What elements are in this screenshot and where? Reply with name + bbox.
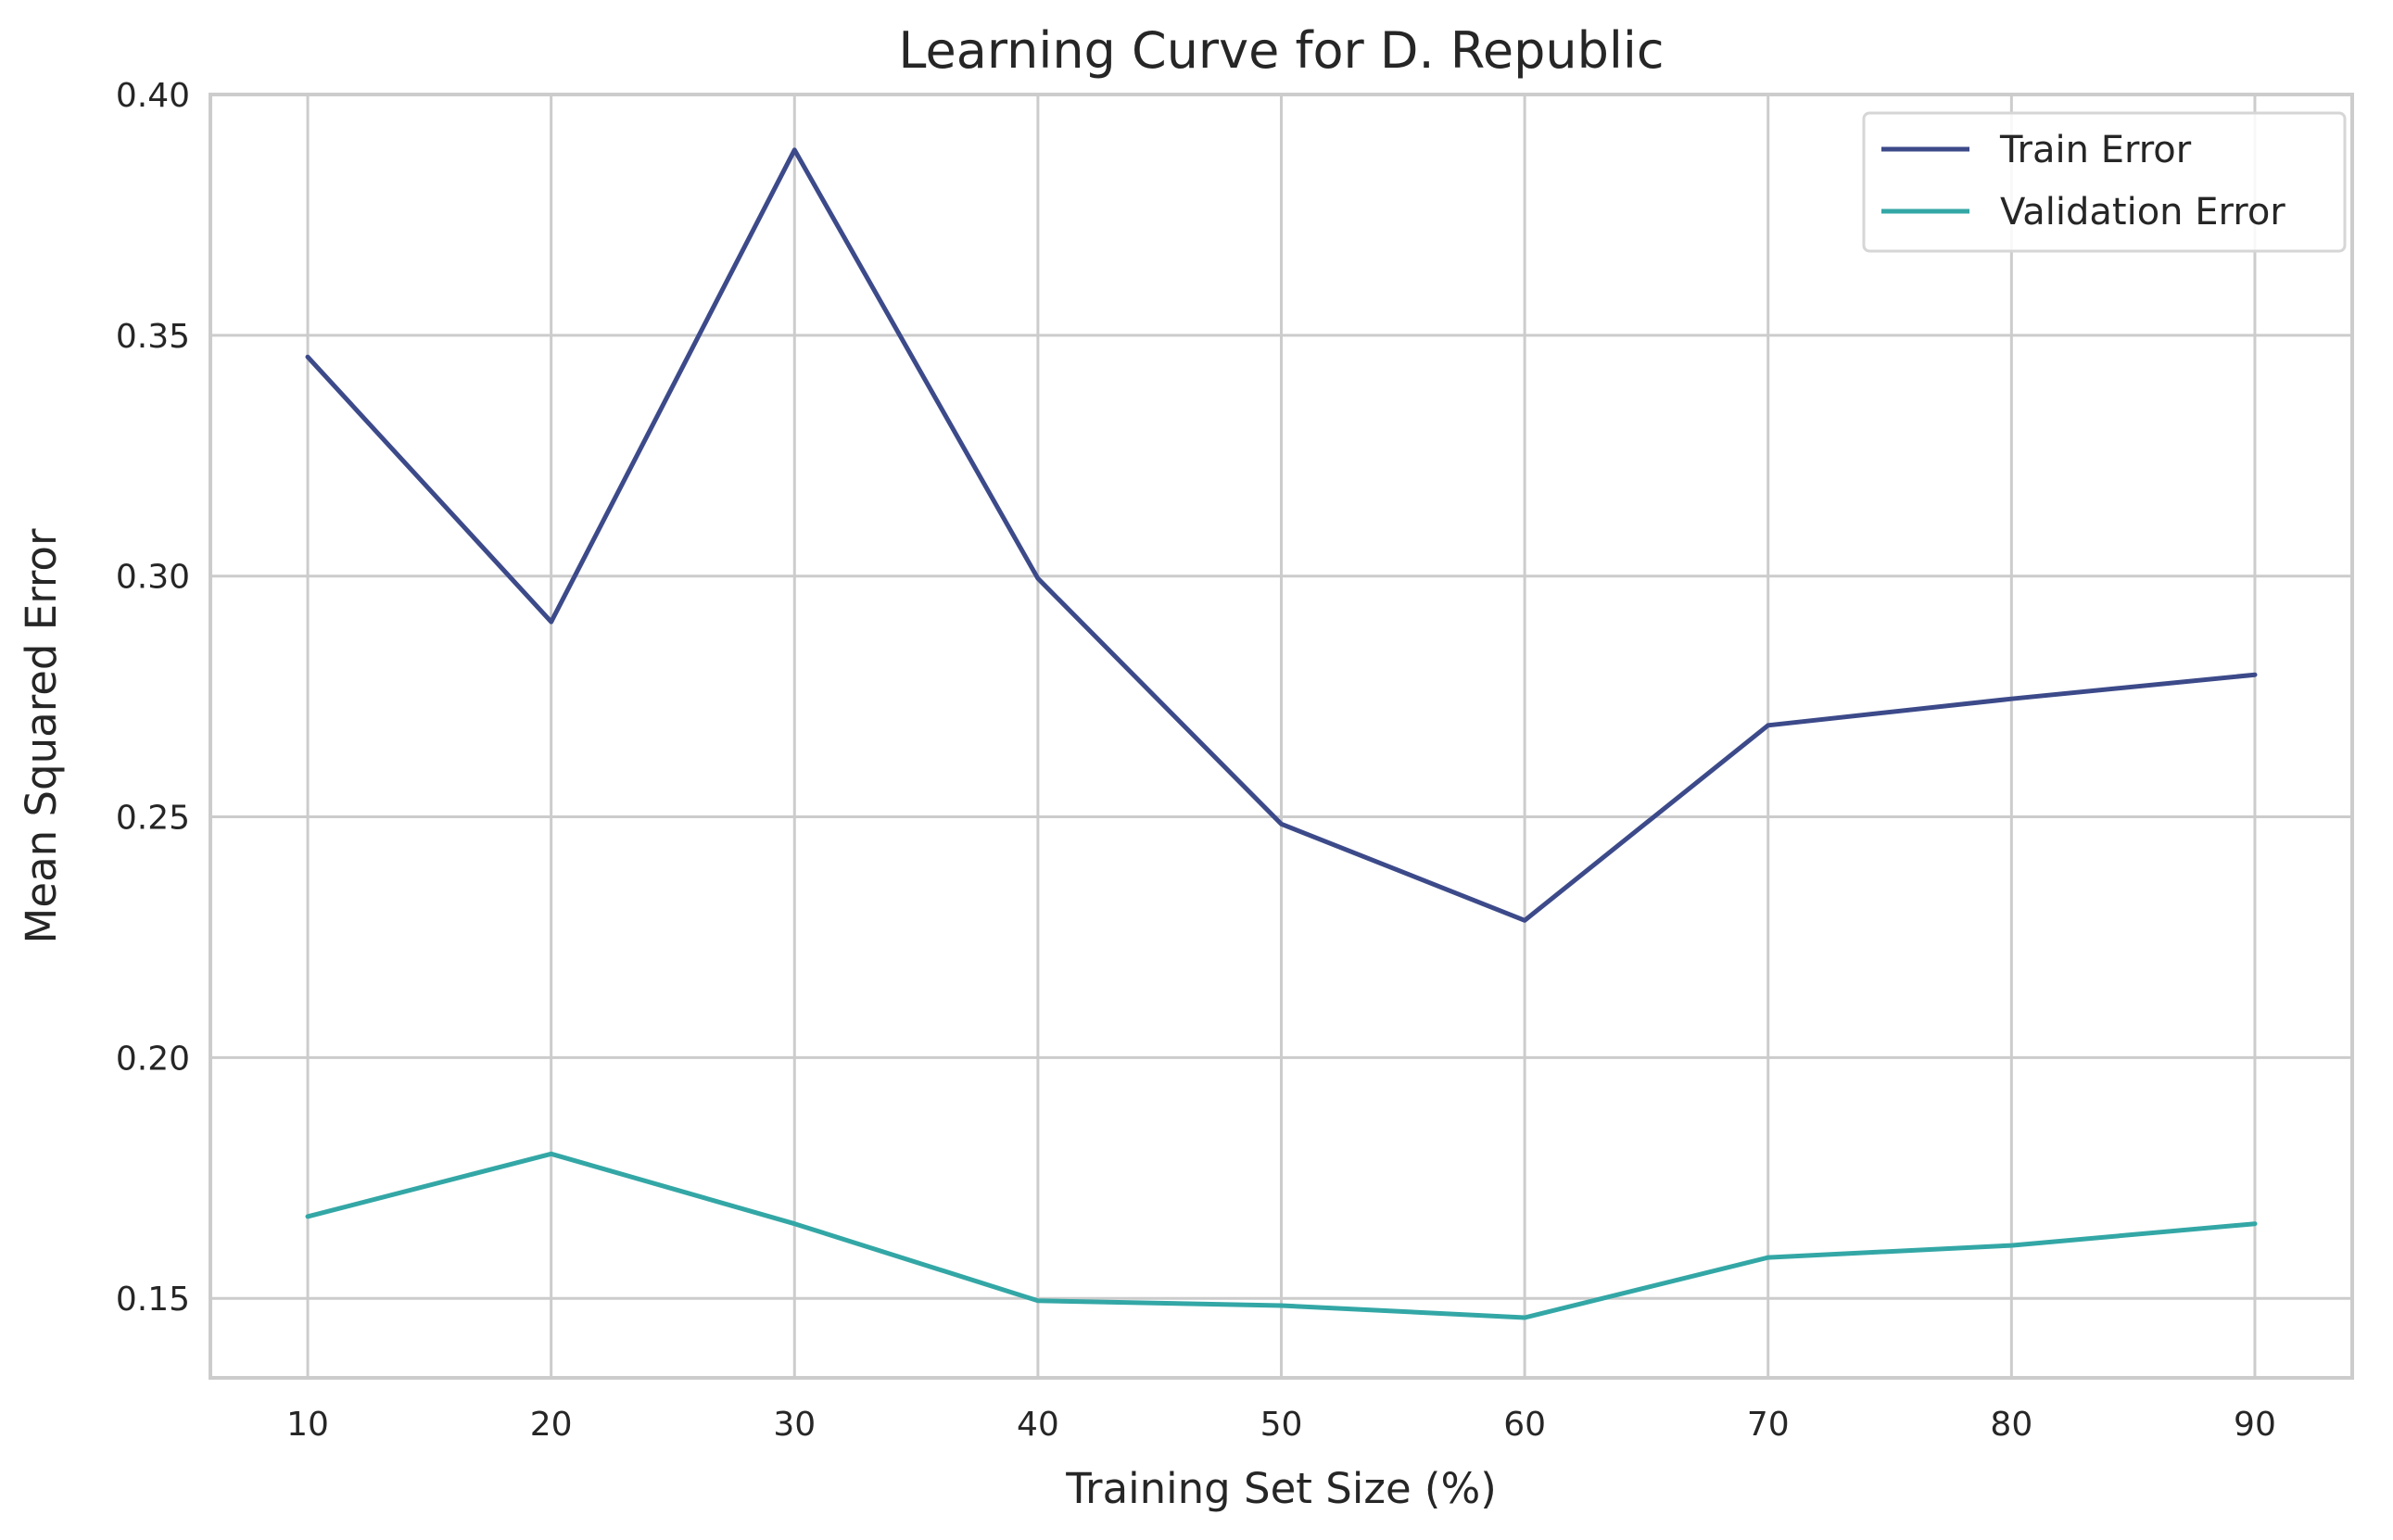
- x-tick-label: 20: [530, 1406, 573, 1444]
- legend-box: [1862, 111, 2347, 253]
- legend: Train Error Validation Error: [1862, 111, 2347, 253]
- y-axis-label: Mean Squared Error: [17, 528, 66, 943]
- y-tick-label: 0.30: [116, 559, 190, 597]
- x-tick-label: 90: [2234, 1406, 2276, 1444]
- x-tick-label: 60: [1503, 1406, 1546, 1444]
- x-axis-label: Training Set Size (%): [1065, 1464, 1497, 1513]
- x-tick-label: 70: [1747, 1406, 1790, 1444]
- chart-title: Learning Curve for D. Republic: [898, 21, 1664, 80]
- series-line-validation-error: [305, 1151, 2258, 1320]
- x-tick-label: 40: [1017, 1406, 1059, 1444]
- y-axis-ticks: 0.15 0.20 0.25 0.30 0.35 0.40: [116, 77, 190, 1319]
- series-line-train-error: [305, 147, 2258, 923]
- x-tick-label: 80: [1990, 1406, 2032, 1444]
- legend-label-train-error: Train Error: [1999, 129, 2192, 171]
- y-tick-label: 0.20: [116, 1040, 190, 1078]
- y-tick-label: 0.25: [116, 800, 190, 838]
- legend-label-validation-error: Validation Error: [2000, 191, 2285, 234]
- x-tick-label: 30: [773, 1406, 816, 1444]
- plot-area-frame: [209, 93, 2354, 1380]
- x-tick-label: 10: [286, 1406, 329, 1444]
- series-lines: [305, 147, 2258, 1320]
- x-axis-ticks: 10 20 30 40 50 60 70 80 90: [286, 1406, 2276, 1444]
- y-tick-label: 0.40: [116, 77, 190, 115]
- y-tick-label: 0.35: [116, 318, 190, 356]
- x-tick-label: 50: [1260, 1406, 1303, 1444]
- y-tick-label: 0.15: [116, 1281, 190, 1319]
